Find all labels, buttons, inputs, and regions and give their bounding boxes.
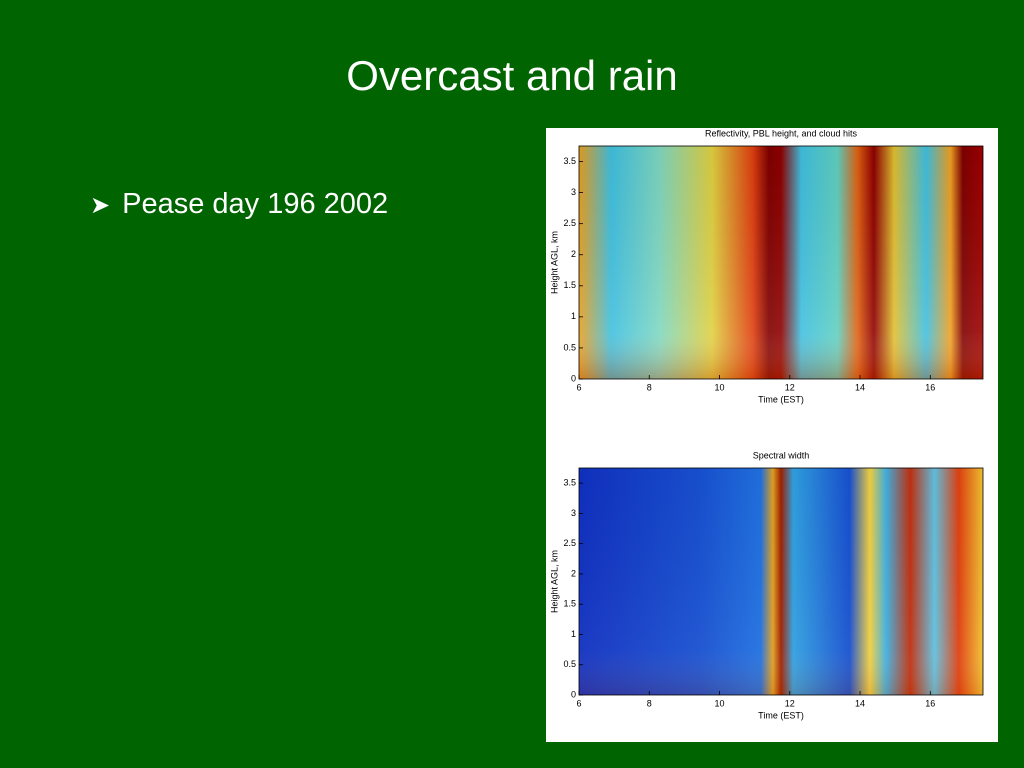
plot-frame [578,145,984,380]
y-tick-label: 0 [571,689,576,699]
plot-frame [578,467,984,696]
y-tick-label: 1.5 [563,599,576,609]
y-tick-label: 3.5 [563,156,576,166]
y-tick-label: 3 [571,508,576,518]
x-tick-label: 14 [855,698,865,708]
x-tick-label: 12 [785,698,795,708]
x-axis-label: Time (EST) [758,710,804,720]
y-axis-label: Height AGL, km [549,550,559,613]
x-tick-label: 12 [785,382,795,392]
heatmap-shade [579,468,983,695]
y-tick-label: 2 [571,249,576,259]
y-tick-label: 2 [571,568,576,578]
y-tick-label: 0.5 [563,659,576,669]
heatmap-shade [579,146,983,379]
x-tick-label: 10 [715,698,725,708]
y-tick-label: 1 [571,311,576,321]
y-tick-label: 1 [571,629,576,639]
y-axis-label: Height AGL, km [549,231,559,294]
y-tick-label: 3 [571,187,576,197]
y-tick-label: 3.5 [563,478,576,488]
y-tick-label: 0.5 [563,342,576,352]
bullet: ➤ Pease day 196 2002 [90,188,388,221]
y-tick-label: 2.5 [563,218,576,228]
x-tick-label: 14 [855,382,865,392]
slide-title: Overcast and rain [346,52,678,99]
y-tick-label: 0 [571,373,576,383]
y-tick-label: 2.5 [563,538,576,548]
x-tick-label: 6 [576,382,581,392]
bullet-arrow: ➤ [90,192,111,219]
x-tick-label: 16 [925,382,935,392]
x-tick-label: 16 [925,698,935,708]
x-tick-label: 8 [647,382,652,392]
x-tick-label: 8 [647,698,652,708]
y-tick-label: 1.5 [563,280,576,290]
x-tick-label: 6 [576,698,581,708]
panel-title: Spectral width [753,450,810,460]
panel-title: Reflectivity, PBL height, and cloud hits [705,128,858,138]
x-axis-label: Time (EST) [758,394,804,404]
bullet-text: Pease day 196 2002 [122,188,389,220]
x-tick-label: 10 [715,382,725,392]
